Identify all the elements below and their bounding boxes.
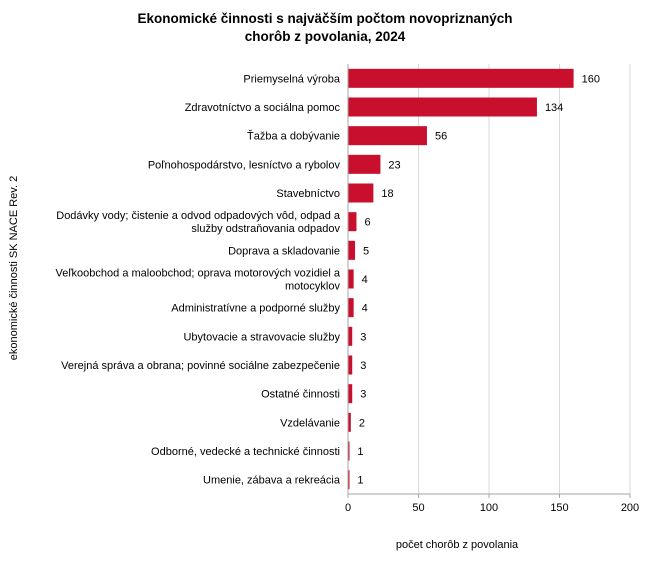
data-label: 4 <box>362 274 368 286</box>
category-label: Vzdelávanie <box>280 417 340 429</box>
data-label: 134 <box>545 102 563 114</box>
category-label: Doprava a skladovanie <box>228 245 340 257</box>
data-label: 2 <box>359 417 365 429</box>
bar <box>348 412 351 432</box>
category-label: Veľkoobchod a maloobchod; oprava motorov… <box>56 268 341 280</box>
bar <box>348 298 354 318</box>
x-axis-title: počet chorôb z povolania <box>396 539 519 551</box>
data-label: 5 <box>363 245 369 257</box>
category-label: Stavebníctvo <box>276 188 340 200</box>
bar <box>348 355 353 375</box>
bar <box>348 384 353 404</box>
chart-title-line-1: Ekonomické činnosti s najväčším počtom n… <box>137 11 513 26</box>
bar <box>348 240 356 260</box>
category-label: Ostatné činnosti <box>261 389 340 401</box>
data-label: 160 <box>582 73 600 85</box>
data-label: 3 <box>360 389 366 401</box>
category-label: motocyklov <box>285 281 341 293</box>
chart-title-line-2: chorôb z povolania, 2024 <box>244 29 406 44</box>
data-label: 18 <box>381 188 393 200</box>
bar <box>348 126 427 146</box>
category-label: Ubytovacie a stravovacie služby <box>183 331 340 343</box>
category-label: Poľnohospodárstvo, lesníctvo a rybolov <box>148 159 341 171</box>
x-tick-label: 50 <box>412 502 424 514</box>
category-label: služby odstraňovania odpadov <box>191 223 340 235</box>
category-label: Odborné, vedecké a technické činnosti <box>151 446 340 458</box>
category-label: Zdravotníctvo a sociálna pomoc <box>185 102 341 114</box>
data-label: 1 <box>357 475 363 487</box>
data-label: 1 <box>357 446 363 458</box>
category-label: Priemyselná výroba <box>243 73 340 85</box>
data-label: 6 <box>364 217 370 229</box>
data-label: 3 <box>360 331 366 343</box>
bar <box>348 326 353 346</box>
category-label: Ťažba a dobývanie <box>247 130 340 143</box>
category-label: Verejná správa a obrana; povinné sociáln… <box>61 360 340 372</box>
x-tick-label: 200 <box>621 502 639 514</box>
x-tick-label: 0 <box>345 502 351 514</box>
bar <box>348 154 381 174</box>
data-label: 23 <box>388 159 400 171</box>
bar <box>348 441 350 461</box>
y-axis-title: ekonomické činnosti SK NACE Rev. 2 <box>8 176 20 360</box>
data-label: 56 <box>435 131 447 143</box>
category-label: Umenie, zábava a rekreácia <box>203 475 341 487</box>
bar <box>348 183 374 203</box>
bar <box>348 470 350 490</box>
category-label: Administratívne a podporné služby <box>171 303 340 315</box>
x-tick-label: 100 <box>480 502 498 514</box>
bar <box>348 212 357 232</box>
data-label: 3 <box>360 360 366 372</box>
data-label: 4 <box>362 303 368 315</box>
bar <box>348 269 354 289</box>
bar <box>348 68 574 88</box>
x-tick-label: 150 <box>550 502 568 514</box>
category-label: Dodávky vody; čistenie a odvod odpadovýc… <box>56 210 341 222</box>
bar <box>348 97 537 117</box>
